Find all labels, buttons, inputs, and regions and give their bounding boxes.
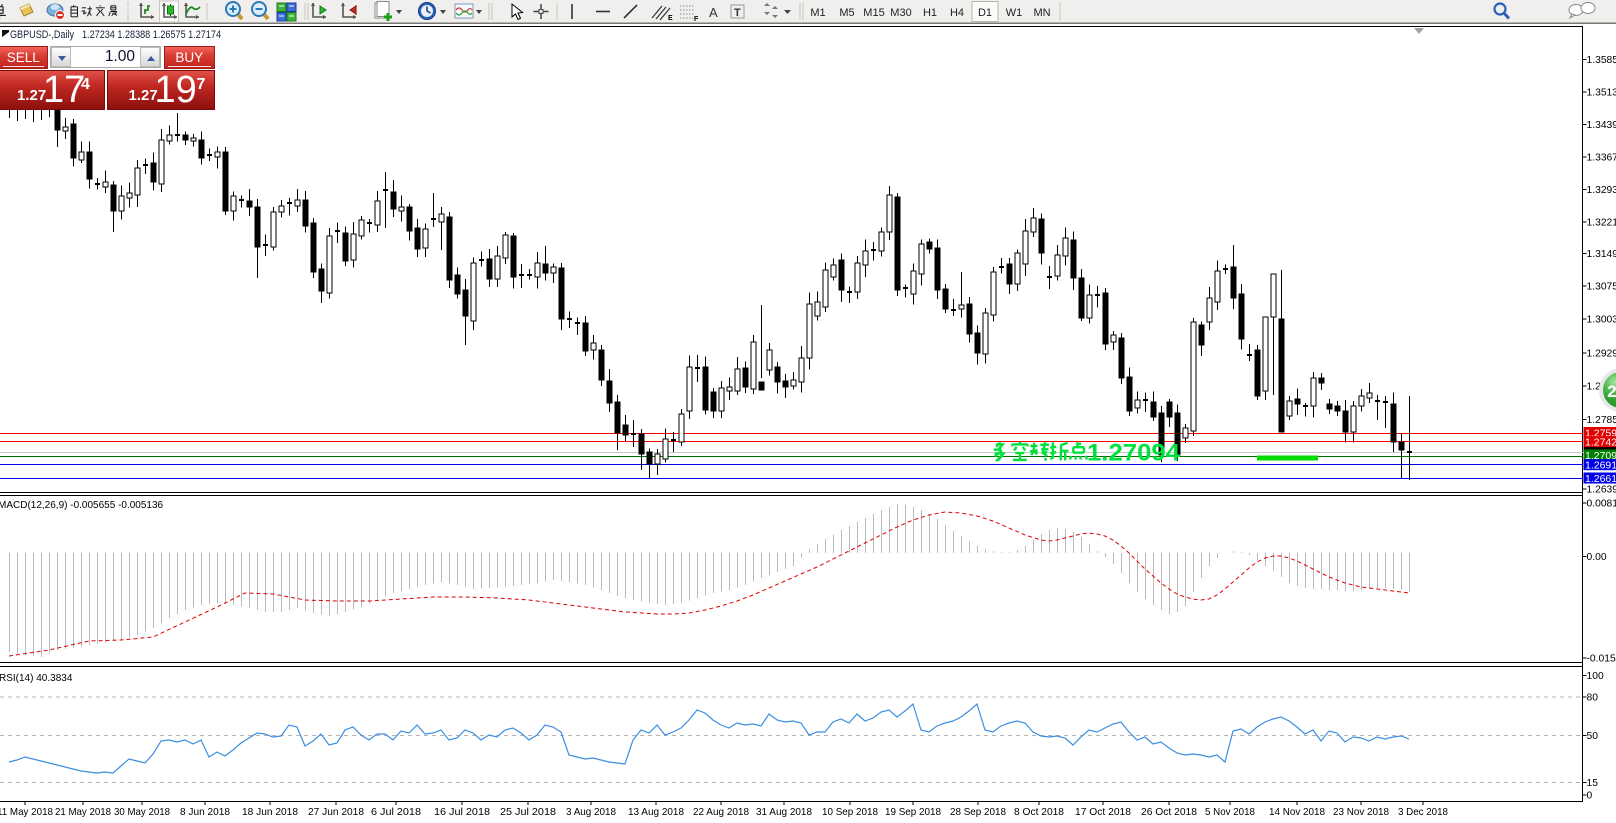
svg-text:3 Aug 2018: 3 Aug 2018 xyxy=(566,806,616,818)
svg-text:19 Sep 2018: 19 Sep 2018 xyxy=(885,806,941,818)
svg-text:8 Oct 2018: 8 Oct 2018 xyxy=(1014,806,1064,818)
svg-text:F: F xyxy=(694,16,699,23)
svg-text:1.30750: 1.30750 xyxy=(1587,282,1616,293)
svg-text:M5: M5 xyxy=(839,7,854,19)
svg-text:3 Dec 2018: 3 Dec 2018 xyxy=(1398,806,1448,818)
svg-text:23 Nov 2018: 23 Nov 2018 xyxy=(1333,806,1389,818)
svg-text:5 Nov 2018: 5 Nov 2018 xyxy=(1205,806,1255,818)
svg-text:T: T xyxy=(734,7,741,19)
svg-text:MN: MN xyxy=(1033,7,1050,19)
svg-text:MACD(12,26,9) -0.005655 -0.005: MACD(12,26,9) -0.005655 -0.005136 xyxy=(0,500,164,511)
svg-text:16 Jul 2018: 16 Jul 2018 xyxy=(434,806,490,818)
svg-text:8 Jun 2018: 8 Jun 2018 xyxy=(180,806,230,818)
svg-text:D1: D1 xyxy=(978,7,992,19)
svg-text:21 May 2018: 21 May 2018 xyxy=(55,806,111,818)
svg-text:1.32210: 1.32210 xyxy=(1587,218,1616,229)
svg-text:M15: M15 xyxy=(863,7,884,19)
svg-text:15: 15 xyxy=(1587,778,1599,789)
svg-text:18 Jun 2018: 18 Jun 2018 xyxy=(242,806,298,818)
svg-text:1.26910: 1.26910 xyxy=(1585,460,1616,472)
svg-text:H4: H4 xyxy=(950,7,964,19)
svg-text:1.33670: 1.33670 xyxy=(1587,153,1616,164)
svg-text:A: A xyxy=(709,5,718,20)
svg-text:1.26390: 1.26390 xyxy=(1587,485,1616,496)
svg-text:1.27420: 1.27420 xyxy=(1585,436,1616,448)
svg-text:13 Aug 2018: 13 Aug 2018 xyxy=(628,806,684,818)
svg-text:1.27094: 1.27094 xyxy=(1087,440,1181,467)
svg-text:1.27094: 1.27094 xyxy=(1585,450,1616,462)
svg-text:1.30030: 1.30030 xyxy=(1587,315,1616,326)
svg-text:1.27234 1.28388 1.26575 1.2717: 1.27234 1.28388 1.26575 1.27174 xyxy=(82,29,221,41)
svg-text:100: 100 xyxy=(1587,671,1604,682)
svg-text:0.00: 0.00 xyxy=(1587,552,1607,563)
svg-text:1.35850: 1.35850 xyxy=(1587,55,1616,66)
svg-text:22 Aug 2018: 22 Aug 2018 xyxy=(693,806,749,818)
svg-text:M1: M1 xyxy=(810,7,825,19)
svg-text:GBPUSD-,Daily: GBPUSD-,Daily xyxy=(10,29,74,41)
svg-text:26 Oct 2018: 26 Oct 2018 xyxy=(1141,806,1197,818)
svg-text:14 Nov 2018: 14 Nov 2018 xyxy=(1269,806,1325,818)
svg-text:H1: H1 xyxy=(923,7,937,19)
svg-text:30 May 2018: 30 May 2018 xyxy=(114,806,170,818)
svg-text:2: 2 xyxy=(1607,382,1616,401)
svg-text:10 Sep 2018: 10 Sep 2018 xyxy=(822,806,878,818)
svg-text:25 Jul 2018: 25 Jul 2018 xyxy=(500,806,556,818)
svg-text:0.00816: 0.00816 xyxy=(1587,499,1616,510)
svg-text:0: 0 xyxy=(1587,791,1593,802)
svg-text:28 Sep 2018: 28 Sep 2018 xyxy=(950,806,1006,818)
svg-text:80: 80 xyxy=(1587,693,1599,704)
svg-text:RSI(14) 40.3834: RSI(14) 40.3834 xyxy=(0,673,73,684)
svg-text:6 Jul 2018: 6 Jul 2018 xyxy=(371,806,421,818)
svg-text:50: 50 xyxy=(1587,731,1599,742)
svg-text:E: E xyxy=(668,15,673,22)
svg-text:27 Jun 2018: 27 Jun 2018 xyxy=(308,806,364,818)
svg-text:1.29290: 1.29290 xyxy=(1587,349,1616,360)
svg-text:11 May 2018: 11 May 2018 xyxy=(0,806,53,818)
svg-text:1.32930: 1.32930 xyxy=(1587,185,1616,196)
svg-text:1.34390: 1.34390 xyxy=(1587,120,1616,131)
svg-text:1.31490: 1.31490 xyxy=(1587,249,1616,260)
svg-text:1.35130: 1.35130 xyxy=(1587,88,1616,99)
svg-text:W1: W1 xyxy=(1006,7,1023,19)
svg-text:17 Oct 2018: 17 Oct 2018 xyxy=(1075,806,1131,818)
svg-text:1.27850: 1.27850 xyxy=(1587,415,1616,426)
svg-text:M30: M30 xyxy=(890,7,911,19)
svg-text:-0.0152: -0.0152 xyxy=(1587,654,1616,665)
svg-text:31 Aug 2018: 31 Aug 2018 xyxy=(756,806,812,818)
